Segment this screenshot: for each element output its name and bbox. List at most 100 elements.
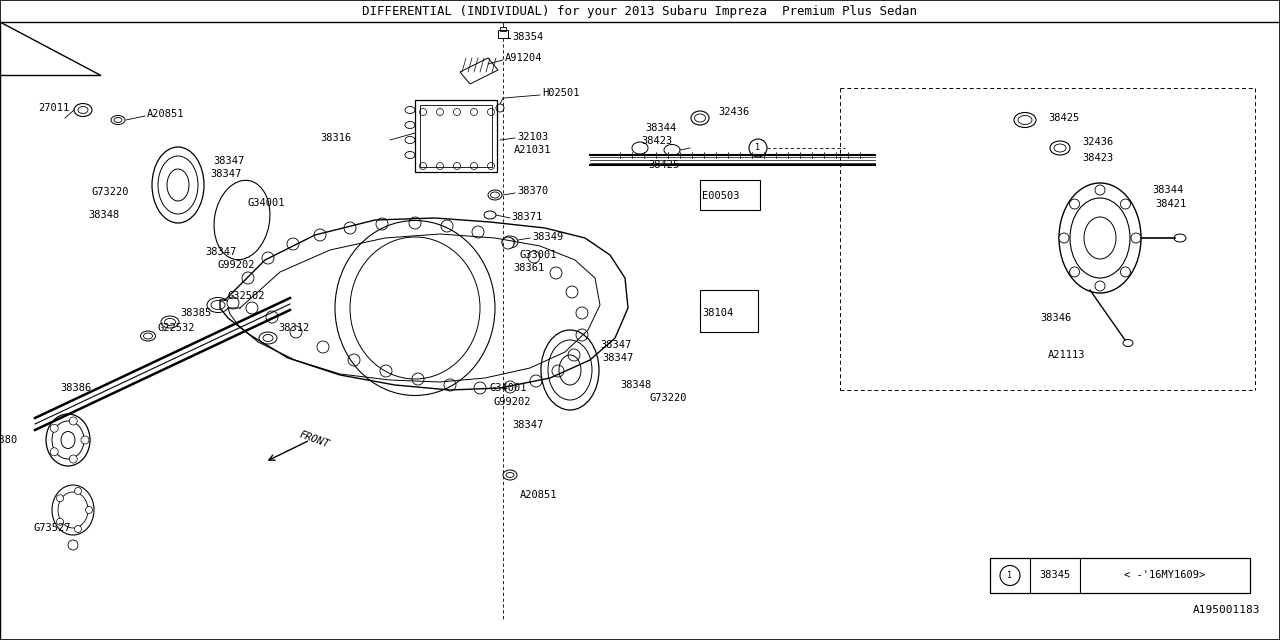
Text: 38348: 38348 — [620, 380, 652, 390]
Text: G73527: G73527 — [33, 523, 70, 533]
Text: 1: 1 — [755, 143, 760, 152]
Circle shape — [50, 448, 59, 456]
Circle shape — [86, 506, 92, 513]
Text: 38423: 38423 — [641, 136, 672, 146]
Text: 38354: 38354 — [512, 32, 543, 42]
Text: G99202: G99202 — [218, 260, 256, 270]
Circle shape — [1132, 233, 1140, 243]
Circle shape — [444, 379, 456, 391]
Circle shape — [566, 286, 579, 298]
Text: 38349: 38349 — [532, 232, 563, 242]
Text: < -'16MY1609>: < -'16MY1609> — [1124, 570, 1206, 580]
Text: 38425: 38425 — [1048, 113, 1079, 123]
Circle shape — [472, 226, 484, 238]
Text: A21031: A21031 — [515, 145, 552, 155]
Circle shape — [1120, 199, 1130, 209]
Circle shape — [348, 354, 360, 366]
Text: 32436: 32436 — [718, 107, 749, 117]
Circle shape — [376, 218, 388, 230]
Text: H02501: H02501 — [541, 88, 580, 98]
Circle shape — [242, 272, 253, 284]
Circle shape — [74, 488, 82, 495]
Circle shape — [380, 365, 392, 377]
Text: A20851: A20851 — [520, 490, 558, 500]
Circle shape — [410, 217, 421, 229]
Text: A20851: A20851 — [147, 109, 184, 119]
Text: 38386: 38386 — [60, 383, 91, 393]
Text: 38347: 38347 — [600, 340, 631, 350]
Text: DIFFERENTIAL (INDIVIDUAL) for your 2013 Subaru Impreza  Premium Plus Sedan: DIFFERENTIAL (INDIVIDUAL) for your 2013 … — [362, 4, 918, 17]
Text: A91204: A91204 — [506, 53, 543, 63]
Circle shape — [1094, 185, 1105, 195]
Text: G99202: G99202 — [493, 397, 530, 407]
Text: G73220: G73220 — [650, 393, 687, 403]
Circle shape — [1070, 267, 1079, 277]
Text: 38345: 38345 — [1039, 570, 1070, 580]
Circle shape — [246, 302, 259, 314]
Text: 38347: 38347 — [212, 156, 244, 166]
Circle shape — [576, 307, 588, 319]
Bar — [415, 100, 497, 172]
Text: 32436: 32436 — [1082, 137, 1114, 147]
Circle shape — [1070, 199, 1079, 209]
Text: 1: 1 — [1007, 571, 1012, 580]
Bar — [420, 105, 492, 167]
Text: 38104: 38104 — [701, 308, 733, 318]
Circle shape — [74, 525, 82, 532]
Text: 38423: 38423 — [1082, 153, 1114, 163]
Circle shape — [291, 326, 302, 338]
Text: G34001: G34001 — [248, 198, 285, 208]
Circle shape — [266, 311, 278, 323]
Text: E00503: E00503 — [701, 191, 740, 201]
Circle shape — [314, 229, 326, 241]
Text: 38380: 38380 — [0, 435, 18, 445]
Bar — [498, 30, 508, 38]
Circle shape — [474, 382, 486, 394]
Circle shape — [56, 495, 64, 502]
Bar — [700, 290, 758, 332]
Circle shape — [287, 238, 300, 250]
Circle shape — [442, 220, 453, 232]
Text: 38370: 38370 — [517, 186, 548, 196]
Text: G34001: G34001 — [490, 383, 527, 393]
Circle shape — [568, 349, 580, 361]
Circle shape — [317, 341, 329, 353]
Circle shape — [529, 251, 540, 263]
Text: 38347: 38347 — [512, 420, 543, 430]
Circle shape — [1120, 267, 1130, 277]
Circle shape — [504, 381, 516, 393]
Text: G22532: G22532 — [157, 323, 196, 333]
Circle shape — [50, 424, 59, 432]
Text: 38312: 38312 — [278, 323, 310, 333]
Circle shape — [81, 436, 90, 444]
Circle shape — [69, 455, 77, 463]
Text: A21113: A21113 — [1048, 350, 1085, 360]
Text: 38347: 38347 — [602, 353, 634, 363]
Text: G73220: G73220 — [92, 187, 129, 197]
Circle shape — [552, 365, 564, 377]
Circle shape — [1094, 281, 1105, 291]
Circle shape — [502, 237, 515, 249]
Text: 27011: 27011 — [38, 103, 69, 113]
Text: 32103: 32103 — [517, 132, 548, 142]
Text: 38347: 38347 — [210, 169, 241, 179]
Text: 38421: 38421 — [1155, 199, 1187, 209]
Text: 38344: 38344 — [1152, 185, 1183, 195]
Text: G33001: G33001 — [520, 250, 558, 260]
Circle shape — [412, 373, 424, 385]
Circle shape — [344, 222, 356, 234]
Text: G32502: G32502 — [228, 291, 265, 301]
Circle shape — [56, 518, 64, 525]
Text: FRONT: FRONT — [298, 430, 330, 450]
Text: 38385: 38385 — [180, 308, 211, 318]
Bar — [500, 27, 506, 31]
Text: 38344: 38344 — [645, 123, 676, 133]
Circle shape — [530, 375, 541, 387]
Circle shape — [262, 252, 274, 264]
Text: 38425: 38425 — [648, 160, 680, 170]
Text: 38347: 38347 — [205, 247, 237, 257]
Circle shape — [550, 267, 562, 279]
Text: 38316: 38316 — [320, 133, 351, 143]
Circle shape — [576, 329, 588, 341]
Text: 38348: 38348 — [88, 210, 119, 220]
